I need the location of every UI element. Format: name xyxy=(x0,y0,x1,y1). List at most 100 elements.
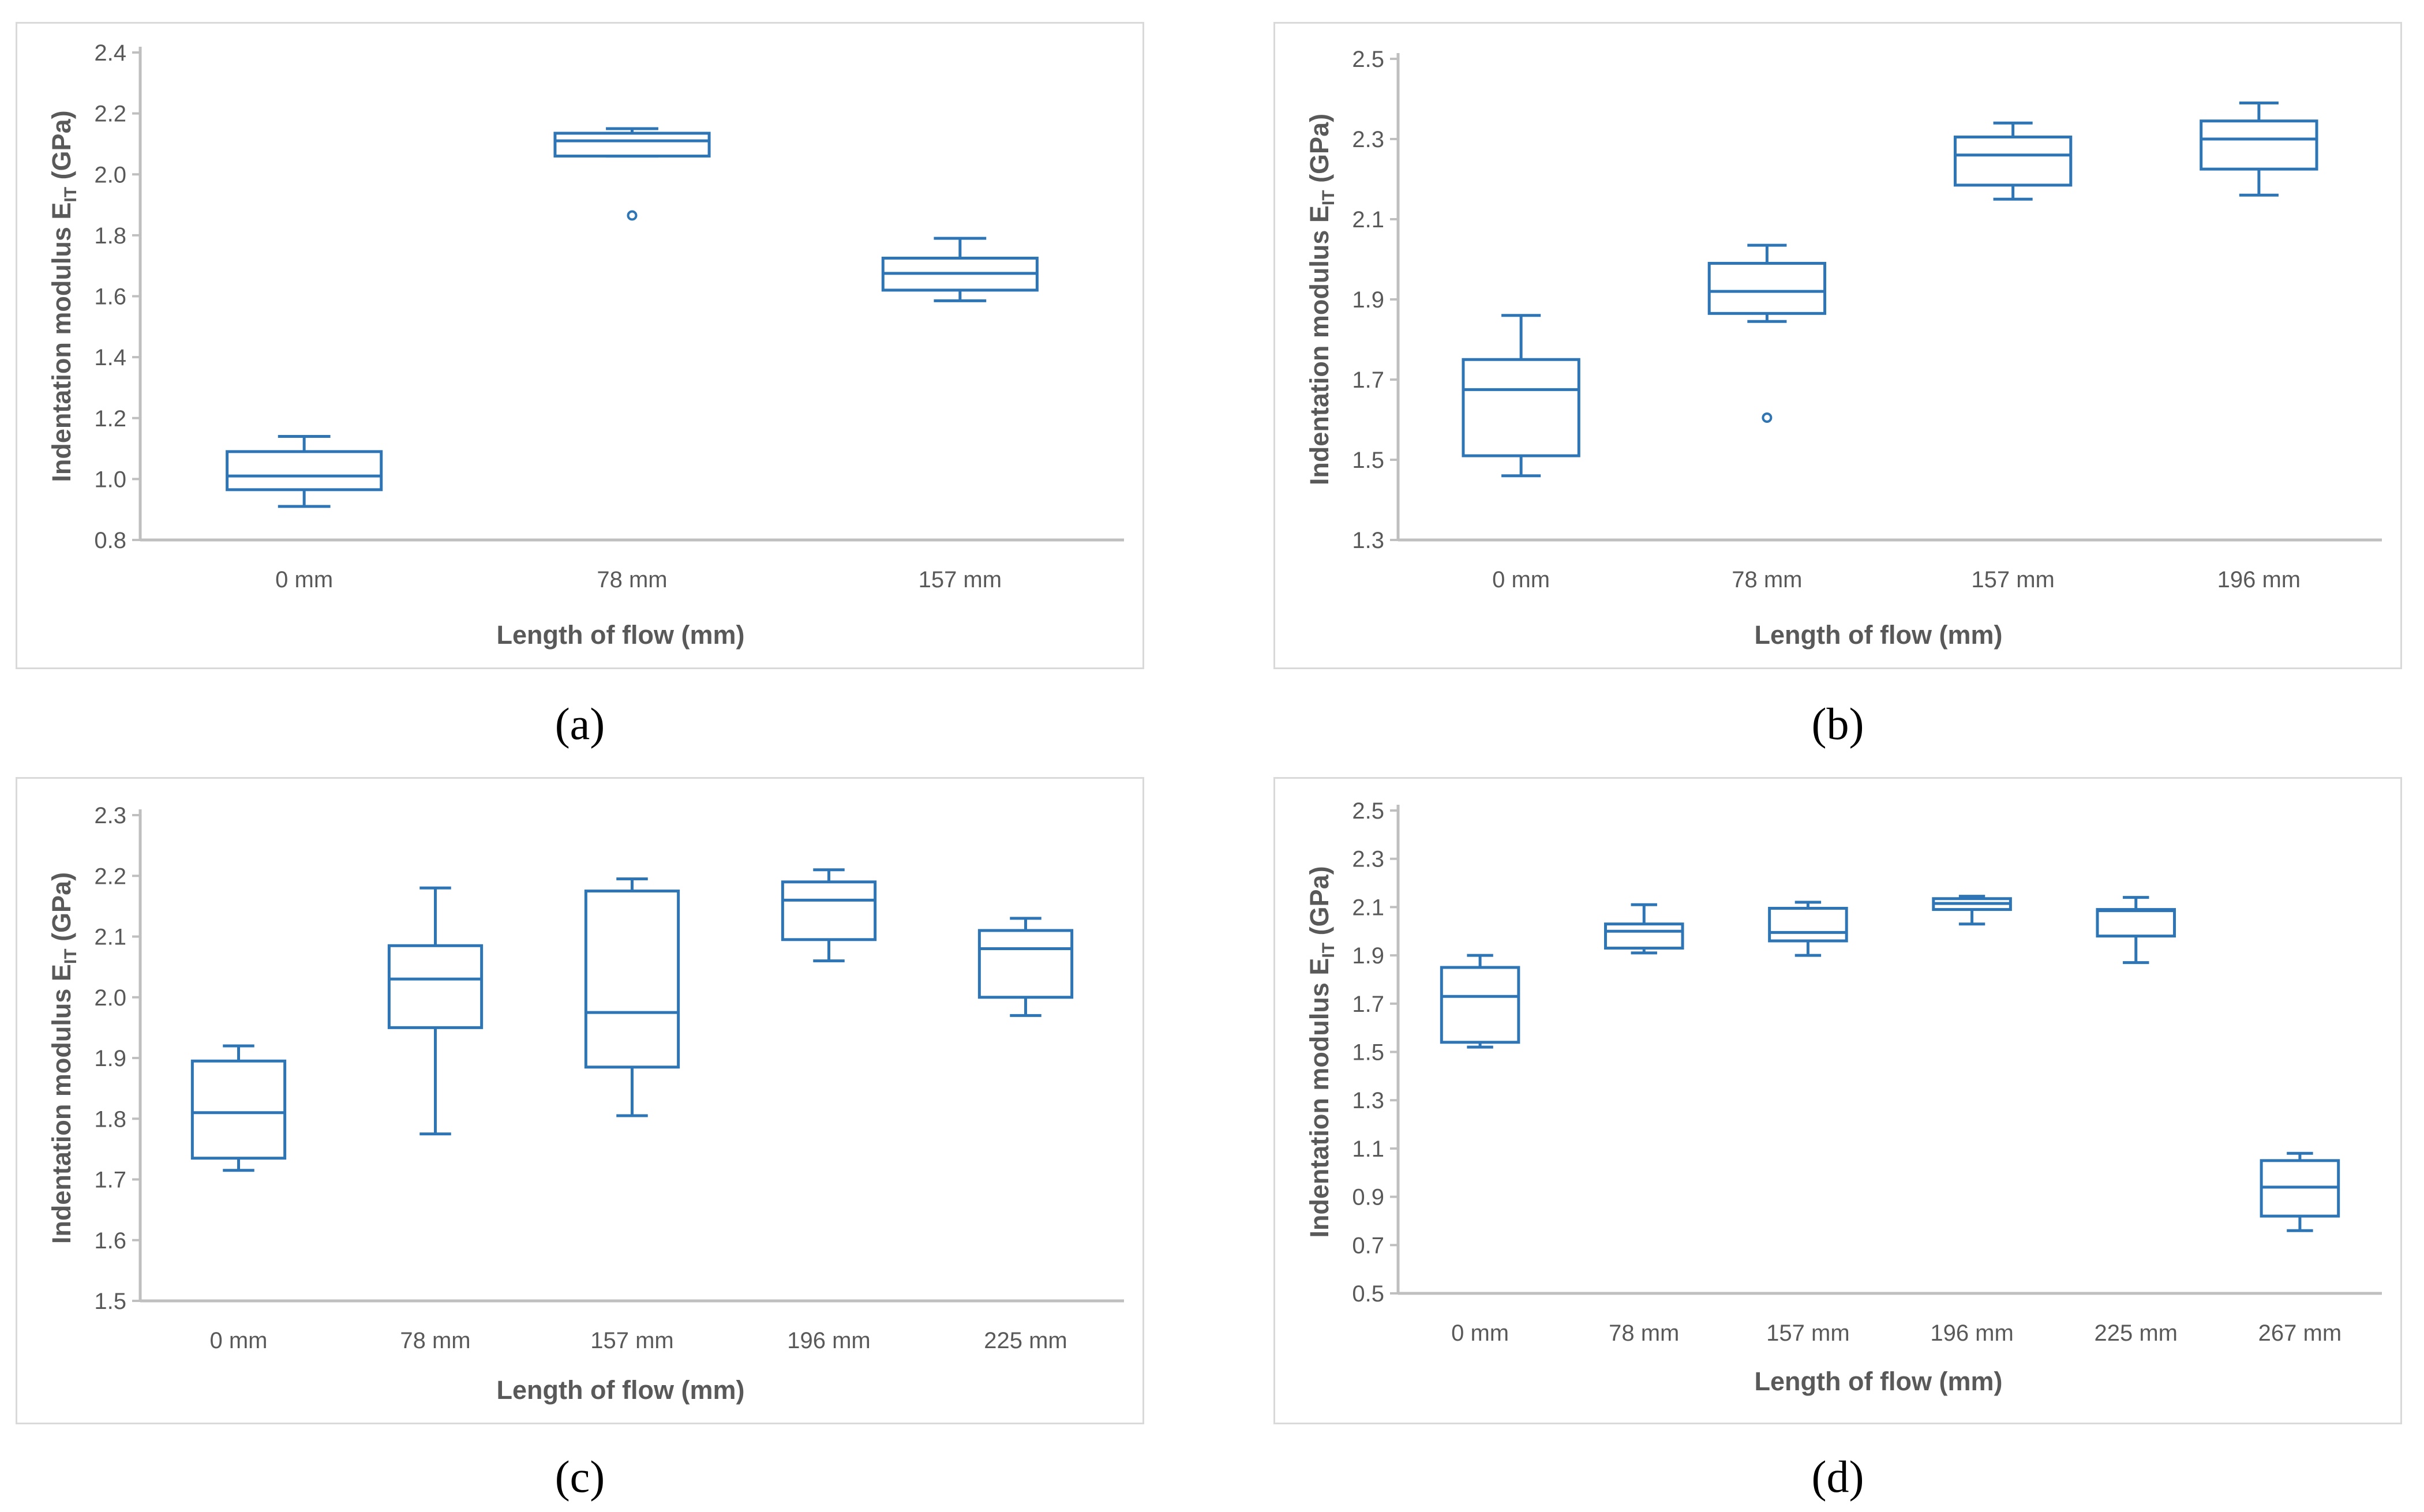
box-225-mm xyxy=(2096,896,2176,965)
y-tick-label: 2.5 xyxy=(1352,47,1384,72)
chart-panel-a: 0.8 1.0 1.2 1.4 1.6 1.8 2.0 2.2 2.4 0 mm 78 mm 157 … xyxy=(16,22,1144,669)
iqr-box xyxy=(1440,966,1520,1044)
box-157-mm xyxy=(881,237,1039,302)
y-tick-label: 2.4 xyxy=(94,40,126,66)
y-tick-label: 0.9 xyxy=(1352,1185,1384,1210)
box-78-mm xyxy=(553,127,711,221)
box-157-mm xyxy=(584,877,680,1117)
iqr-box xyxy=(553,132,711,158)
chart-panel-c: 1.5 1.6 1.7 1.8 1.9 2.0 2.1 2.2 2.3 0 mm 78 mm 157 … xyxy=(16,777,1144,1424)
iqr-box xyxy=(2096,908,2176,938)
x-axis-label: Length of flow (mm) xyxy=(1755,620,2003,650)
iqr-box xyxy=(977,929,1074,999)
y-tick-label: 1.5 xyxy=(1352,1040,1384,1065)
y-tick-label: 1.0 xyxy=(94,467,126,492)
y-tick-label: 1.9 xyxy=(1352,287,1384,313)
box-225-mm xyxy=(977,917,1074,1017)
y-tick-label: 1.8 xyxy=(94,1106,126,1132)
chart-panel-b: 1.3 1.5 1.7 1.9 2.1 2.3 2.5 0 mm 78 mm 157 mm 196 … xyxy=(1273,22,2402,669)
chart-panel-d: 0.5 0.7 0.9 1.1 1.3 1.5 1.7 1.9 2.1 2.3 2.5 0 mm 78 … xyxy=(1273,777,2402,1424)
y-tick-label: 1.9 xyxy=(94,1046,126,1071)
y-axis-label: Indentation modulus EIT (GPa) xyxy=(47,872,80,1244)
x-tick-label: 78 mm xyxy=(597,567,667,592)
box-196-mm xyxy=(2200,101,2318,197)
x-tick-label: 0 mm xyxy=(210,1328,268,1353)
y-tick-label: 1.7 xyxy=(94,1168,126,1193)
x-tick-label: 196 mm xyxy=(1930,1320,2014,1346)
y-tick-label: 2.0 xyxy=(94,985,126,1011)
box-196-mm xyxy=(781,868,877,963)
x-tick-label: 157 mm xyxy=(1766,1320,1850,1346)
box-78-mm xyxy=(387,886,484,1136)
y-tick-label: 1.2 xyxy=(94,406,126,432)
box-78-mm xyxy=(1603,903,1684,955)
iqr-box xyxy=(226,450,383,492)
box-0-mm xyxy=(190,1044,287,1172)
y-tick-label: 2.2 xyxy=(94,864,126,889)
x-tick-label: 196 mm xyxy=(787,1328,871,1353)
iqr-box xyxy=(387,944,484,1029)
y-tick-label: 2.3 xyxy=(1352,127,1384,152)
x-tick-label: 0 mm xyxy=(1492,567,1550,592)
iqr-box xyxy=(1707,261,1827,315)
y-tick-label: 2.0 xyxy=(94,162,126,187)
y-tick-label: 1.4 xyxy=(94,345,126,370)
x-tick-label: 78 mm xyxy=(1609,1320,1679,1346)
y-tick-label: 1.7 xyxy=(1352,992,1384,1017)
caption-a: (a) xyxy=(555,699,605,749)
box-0-mm xyxy=(1440,954,1520,1049)
y-tick-label: 2.1 xyxy=(1352,895,1384,920)
iqr-box xyxy=(190,1059,287,1160)
x-axis-label: Length of flow (mm) xyxy=(497,620,745,650)
chart-d-svg: 0.5 0.7 0.9 1.1 1.3 1.5 1.7 1.9 2.1 2.3 2.5 0 mm 78 … xyxy=(1305,798,2382,1396)
y-tick-label: 0.8 xyxy=(94,528,126,553)
iqr-box xyxy=(1768,906,1848,943)
x-tick-label: 0 mm xyxy=(1451,1320,1509,1346)
iqr-box xyxy=(1462,358,1580,457)
y-tick-label: 1.9 xyxy=(1352,943,1384,969)
box-0-mm xyxy=(226,434,383,508)
y-tick-label: 1.1 xyxy=(1352,1136,1384,1162)
y-axis-label: Indentation modulus EIT (GPa) xyxy=(1305,866,1338,1237)
box-196-mm xyxy=(1932,895,2012,926)
outlier-point xyxy=(627,210,638,221)
box-267-mm xyxy=(2260,1151,2340,1232)
y-tick-label: 2.3 xyxy=(94,803,126,828)
chart-c-svg: 1.5 1.6 1.7 1.8 1.9 2.0 2.1 2.2 2.3 0 mm 78 mm 157 … xyxy=(47,803,1124,1405)
x-tick-label: 225 mm xyxy=(984,1328,1067,1353)
iqr-box xyxy=(1603,922,1684,950)
x-tick-label: 0 mm xyxy=(275,567,333,592)
y-tick-label: 2.3 xyxy=(1352,847,1384,872)
box-0-mm xyxy=(1462,314,1580,478)
y-tick-label: 1.6 xyxy=(94,284,126,310)
y-tick-label: 1.5 xyxy=(1352,448,1384,473)
y-tick-label: 2.5 xyxy=(1352,798,1384,824)
x-tick-label: 157 mm xyxy=(1971,567,2055,592)
y-tick-label: 1.7 xyxy=(1352,367,1384,393)
x-axis-label: Length of flow (mm) xyxy=(1755,1367,2003,1396)
x-tick-label: 157 mm xyxy=(590,1328,674,1353)
x-tick-label: 78 mm xyxy=(400,1328,470,1353)
y-tick-label: 0.5 xyxy=(1352,1281,1384,1307)
y-axis-label: Indentation modulus EIT (GPa) xyxy=(47,110,80,482)
x-tick-label: 267 mm xyxy=(2258,1320,2342,1346)
chart-b-svg: 1.3 1.5 1.7 1.9 2.1 2.3 2.5 0 mm 78 mm 157 mm 196 … xyxy=(1305,47,2382,650)
y-tick-label: 2.1 xyxy=(1352,207,1384,232)
y-tick-label: 2.1 xyxy=(94,925,126,950)
y-tick-label: 1.5 xyxy=(94,1289,126,1314)
x-tick-label: 225 mm xyxy=(2095,1320,2178,1346)
box-78-mm xyxy=(1707,243,1827,423)
x-tick-label: 196 mm xyxy=(2217,567,2301,592)
box-157-mm xyxy=(1768,901,1848,957)
y-tick-label: 1.6 xyxy=(94,1228,126,1254)
y-tick-label: 1.3 xyxy=(1352,528,1384,553)
y-tick-label: 1.8 xyxy=(94,223,126,249)
y-tick-label: 1.3 xyxy=(1352,1088,1384,1113)
iqr-box xyxy=(781,880,877,941)
outlier-point xyxy=(1762,412,1773,423)
y-tick-label: 0.7 xyxy=(1352,1233,1384,1258)
iqr-box xyxy=(2200,119,2318,171)
iqr-box xyxy=(584,890,680,1069)
y-axis-label: Indentation modulus EIT (GPa) xyxy=(1305,114,1338,485)
caption-b: (b) xyxy=(1811,699,1864,749)
